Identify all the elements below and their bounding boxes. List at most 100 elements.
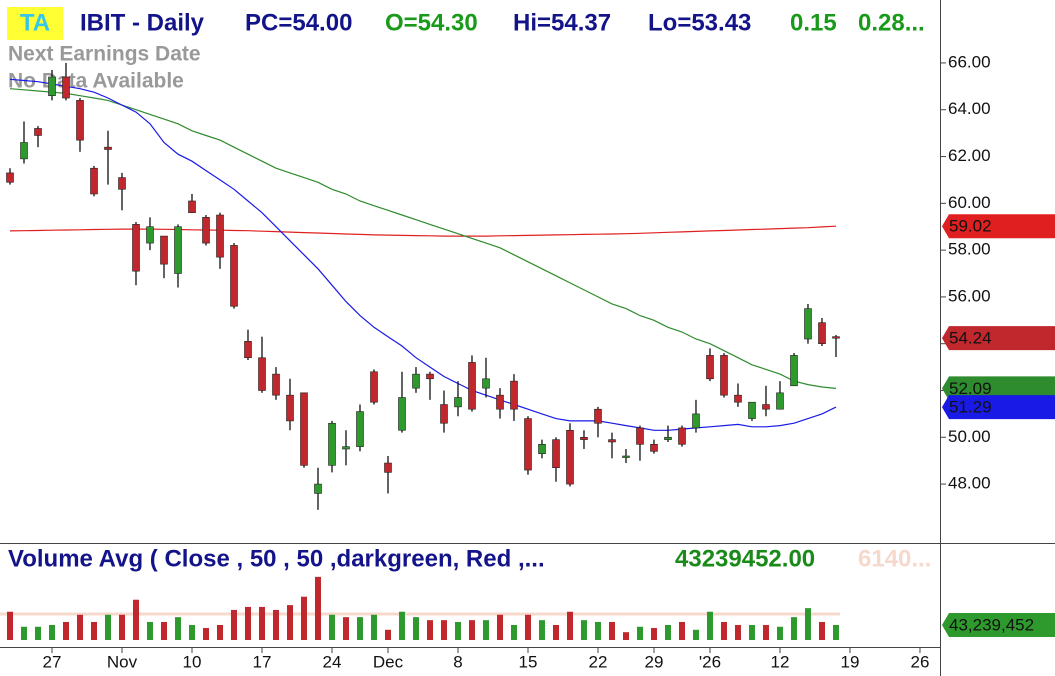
volume-average-label-box xyxy=(942,613,1055,638)
volume-bar xyxy=(566,611,573,640)
volume-bar xyxy=(818,621,825,640)
candle-body xyxy=(132,224,140,272)
volume-bar xyxy=(678,621,685,640)
candle-body xyxy=(160,235,168,265)
volume-bar xyxy=(370,614,377,640)
candle-body xyxy=(258,357,266,391)
candle-body xyxy=(76,100,84,141)
volume-bar xyxy=(174,617,181,640)
volume-bar xyxy=(48,624,55,640)
volume-bar xyxy=(636,626,643,640)
last-value-label-box xyxy=(942,395,1055,420)
candle-body xyxy=(412,373,420,389)
candle-body xyxy=(734,394,742,403)
candle-body xyxy=(594,408,602,424)
volume-bar xyxy=(202,627,209,640)
last-value-label: 59.02 xyxy=(949,217,992,236)
candle-body xyxy=(454,397,462,408)
candle-body xyxy=(20,142,28,160)
candle-body xyxy=(48,76,56,96)
y-tick-label: 66.00 xyxy=(948,52,991,71)
last-value-label: 52.09 xyxy=(949,379,992,398)
volume-bar xyxy=(664,624,671,640)
volume-bar xyxy=(104,614,111,640)
candle-body xyxy=(174,226,182,274)
chart-title: IBIT - Daily xyxy=(80,9,205,36)
candle-body xyxy=(90,167,98,195)
candle-body xyxy=(748,401,756,419)
y-tick-label: 62.00 xyxy=(948,146,991,165)
candle-body xyxy=(510,380,518,410)
volume-bar xyxy=(20,626,27,640)
x-tick-label: 24 xyxy=(323,652,342,671)
candle-body xyxy=(832,336,840,339)
volume-bar xyxy=(776,626,783,640)
candle-body xyxy=(482,378,490,389)
volume-bar xyxy=(216,624,223,640)
candle-body xyxy=(678,427,686,445)
quote-value: Hi=54.37 xyxy=(513,9,611,36)
note: Next Earnings Date xyxy=(8,43,201,66)
volume-bar xyxy=(734,624,741,640)
volume-bar xyxy=(230,609,237,640)
candle-body xyxy=(6,172,14,183)
y-tick-label: 56.00 xyxy=(948,286,991,305)
volume-bar xyxy=(286,605,293,640)
volume-bar xyxy=(650,627,657,640)
x-tick-label: 22 xyxy=(589,652,608,671)
candle-body xyxy=(146,226,154,244)
candle-body xyxy=(300,392,308,466)
candle-body xyxy=(118,177,126,190)
volume-quote: 6140... xyxy=(858,545,931,572)
volume-bar xyxy=(762,624,769,640)
candle-body xyxy=(608,439,616,443)
x-tick-label: 17 xyxy=(253,652,272,671)
x-tick-label: 15 xyxy=(519,652,538,671)
volume-bar xyxy=(272,609,279,640)
candle-body xyxy=(104,146,112,150)
volume-bar xyxy=(608,621,615,640)
x-tick-label: 12 xyxy=(771,652,790,671)
quote-value: PC=54.00 xyxy=(245,9,352,36)
candle-body xyxy=(496,394,504,410)
volume-title: Volume Avg ( Close , 50 , 50 ,darkgreen,… xyxy=(8,545,545,572)
volume-bar xyxy=(482,620,489,640)
candle-body xyxy=(342,446,350,450)
candle-body xyxy=(720,355,728,396)
x-tick-label: 26 xyxy=(911,652,930,671)
volume-bar xyxy=(412,617,419,640)
x-tick-label: 27 xyxy=(43,652,62,671)
candle-body xyxy=(762,404,770,410)
x-tick-label: 29 xyxy=(645,652,664,671)
candle-body xyxy=(188,200,196,213)
volume-bar xyxy=(356,617,363,640)
candle-body xyxy=(440,404,448,424)
candle-body xyxy=(804,308,812,340)
volume-bar xyxy=(692,629,699,640)
volume-bar xyxy=(342,617,349,640)
candle-body xyxy=(790,355,798,387)
candle-body xyxy=(398,397,406,431)
x-tick-label: 10 xyxy=(183,652,202,671)
volume-bar xyxy=(594,621,601,640)
volume-bar xyxy=(524,614,531,640)
quote-value: 0.28... xyxy=(858,9,925,36)
volume-bar xyxy=(34,626,41,640)
volume-bar xyxy=(244,606,251,640)
volume-bar xyxy=(258,606,265,640)
y-tick-label: 48.00 xyxy=(948,474,991,493)
candle-body xyxy=(706,355,714,380)
x-tick-label: '26 xyxy=(699,652,721,671)
volume-bar xyxy=(454,621,461,640)
x-tick-label: Nov xyxy=(107,652,138,671)
candle-body xyxy=(272,373,280,396)
moving-average xyxy=(9,88,837,389)
y-tick-label: 64.00 xyxy=(948,99,991,118)
volume-bar xyxy=(580,620,587,640)
candle-body xyxy=(314,483,322,494)
volume-bar xyxy=(538,620,545,640)
x-tick-label: 19 xyxy=(841,652,860,671)
badge-box xyxy=(7,7,63,40)
